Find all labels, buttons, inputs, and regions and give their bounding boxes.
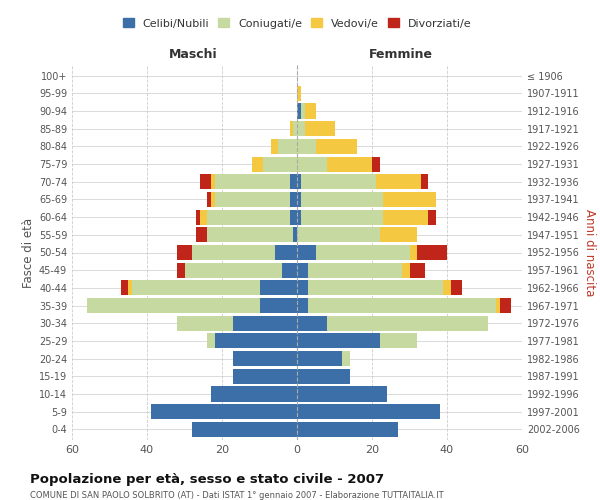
Bar: [207, 192, 211, 207]
Bar: [271, 139, 278, 154]
Bar: [121, 280, 128, 295]
Bar: [290, 121, 293, 136]
Bar: [297, 192, 301, 207]
Bar: [215, 334, 297, 348]
Bar: [443, 280, 451, 295]
Legend: Celibi/Nubili, Coniugati/e, Vedovi/e, Divorziati/e: Celibi/Nubili, Coniugati/e, Vedovi/e, Di…: [122, 18, 472, 28]
Bar: [211, 192, 215, 207]
Bar: [297, 104, 301, 118]
Bar: [233, 351, 297, 366]
Bar: [128, 280, 132, 295]
Bar: [342, 351, 349, 366]
Bar: [87, 298, 260, 313]
Bar: [278, 139, 297, 154]
Bar: [297, 210, 301, 224]
Bar: [297, 334, 380, 348]
Bar: [207, 228, 293, 242]
Bar: [496, 298, 499, 313]
Bar: [211, 386, 297, 402]
Text: Maschi: Maschi: [169, 48, 218, 61]
Bar: [409, 245, 417, 260]
Bar: [297, 298, 308, 313]
Bar: [421, 174, 428, 190]
Bar: [499, 298, 511, 313]
Bar: [293, 121, 297, 136]
Bar: [316, 139, 357, 154]
Bar: [297, 139, 316, 154]
Bar: [207, 334, 215, 348]
Bar: [372, 156, 380, 172]
Bar: [301, 104, 305, 118]
Bar: [297, 386, 387, 402]
Bar: [327, 316, 488, 331]
Bar: [409, 262, 425, 278]
Bar: [177, 245, 192, 260]
Bar: [301, 192, 383, 207]
Bar: [297, 404, 439, 419]
Bar: [211, 174, 215, 190]
Bar: [290, 174, 297, 190]
Bar: [192, 245, 275, 260]
Bar: [185, 262, 282, 278]
Bar: [260, 298, 297, 313]
Bar: [380, 334, 417, 348]
Bar: [260, 280, 297, 295]
Bar: [275, 245, 297, 260]
Bar: [297, 121, 305, 136]
Bar: [233, 369, 297, 384]
Bar: [297, 86, 301, 101]
Bar: [196, 228, 207, 242]
Bar: [192, 422, 297, 437]
Bar: [297, 245, 316, 260]
Bar: [383, 210, 428, 224]
Bar: [297, 316, 327, 331]
Bar: [308, 262, 402, 278]
Bar: [297, 156, 327, 172]
Bar: [297, 174, 301, 190]
Bar: [297, 280, 308, 295]
Bar: [297, 422, 398, 437]
Bar: [207, 210, 290, 224]
Bar: [380, 228, 417, 242]
Y-axis label: Fasce di età: Fasce di età: [22, 218, 35, 288]
Bar: [417, 245, 447, 260]
Bar: [308, 280, 443, 295]
Bar: [327, 156, 372, 172]
Bar: [151, 404, 297, 419]
Bar: [316, 245, 409, 260]
Bar: [297, 369, 349, 384]
Bar: [233, 316, 297, 331]
Bar: [451, 280, 462, 295]
Bar: [301, 174, 376, 190]
Bar: [215, 192, 290, 207]
Bar: [199, 174, 211, 190]
Bar: [428, 210, 436, 224]
Bar: [263, 156, 297, 172]
Bar: [297, 262, 308, 278]
Bar: [305, 121, 335, 136]
Bar: [252, 156, 263, 172]
Text: Femmine: Femmine: [368, 48, 433, 61]
Bar: [177, 262, 185, 278]
Bar: [308, 298, 496, 313]
Bar: [305, 104, 316, 118]
Bar: [376, 174, 421, 190]
Text: COMUNE DI SAN PAOLO SOLBRITO (AT) - Dati ISTAT 1° gennaio 2007 - Elaborazione TU: COMUNE DI SAN PAOLO SOLBRITO (AT) - Dati…: [30, 491, 443, 500]
Bar: [301, 210, 383, 224]
Y-axis label: Anni di nascita: Anni di nascita: [583, 209, 596, 296]
Bar: [297, 351, 342, 366]
Bar: [293, 228, 297, 242]
Bar: [297, 228, 380, 242]
Bar: [196, 210, 199, 224]
Bar: [199, 210, 207, 224]
Bar: [290, 210, 297, 224]
Text: Popolazione per età, sesso e stato civile - 2007: Popolazione per età, sesso e stato civil…: [30, 472, 384, 486]
Bar: [215, 174, 290, 190]
Bar: [132, 280, 260, 295]
Bar: [402, 262, 409, 278]
Bar: [290, 192, 297, 207]
Bar: [383, 192, 436, 207]
Bar: [282, 262, 297, 278]
Bar: [177, 316, 233, 331]
